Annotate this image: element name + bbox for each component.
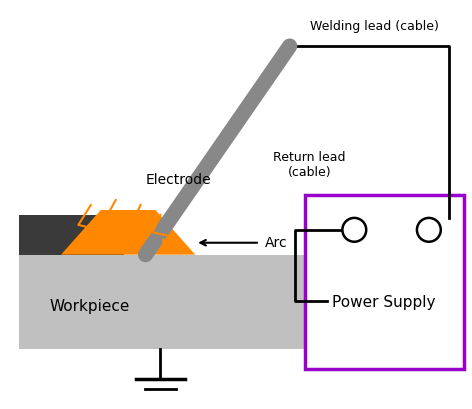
Text: Welding lead (cable): Welding lead (cable) <box>310 20 439 33</box>
Text: Power Supply: Power Supply <box>332 295 436 310</box>
Text: Workpiece: Workpiece <box>49 299 129 314</box>
Text: Electrode: Electrode <box>145 173 211 187</box>
Bar <box>19 215 124 255</box>
Text: Return lead
(cable): Return lead (cable) <box>273 151 346 179</box>
Bar <box>19 255 328 349</box>
Bar <box>304 195 464 369</box>
Circle shape <box>417 218 441 242</box>
Text: Arc: Arc <box>265 236 287 250</box>
Polygon shape <box>61 210 195 255</box>
Circle shape <box>342 218 366 242</box>
